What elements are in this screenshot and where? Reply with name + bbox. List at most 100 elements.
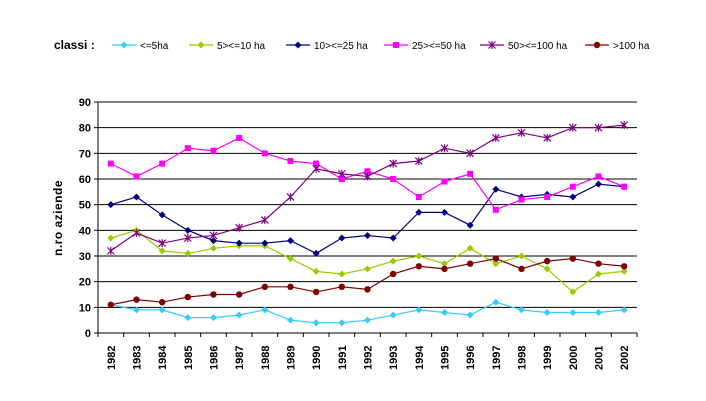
y-tick-label: 60 [79,174,91,186]
series-2 [107,180,628,257]
legend-title: classi : [54,38,95,52]
x-tick-label: 1991 [337,346,349,370]
data-point [184,145,191,152]
legend-label: 5><=10 ha [217,41,266,52]
data-point [312,164,321,173]
data-point [492,260,500,268]
legend-swatch-marker [120,41,128,49]
data-point [620,306,628,314]
x-tick-label: 1993 [388,346,400,370]
data-point [518,306,525,314]
data-point [261,306,269,314]
legend-swatch-marker [488,41,496,49]
legend-item: <=5ha [112,41,169,52]
x-tick-label: 1994 [414,345,426,370]
data-point [441,208,448,216]
data-point [415,193,422,200]
data-point [492,185,500,193]
legend-label: 25><=50 ha [412,41,466,52]
data-point [620,121,629,130]
data-point [569,308,577,316]
legend-label: 50><=100 ha [508,41,568,52]
data-point [133,193,140,201]
data-point [595,270,602,278]
data-point [467,170,474,177]
data-point [184,293,192,301]
legend-swatch-marker [294,41,302,49]
data-point [620,263,628,270]
data-point [389,311,397,319]
legend-item: 10><=25 ha [286,41,368,52]
data-point [159,160,166,167]
data-point [466,149,475,158]
x-tick-label: 1986 [209,346,221,370]
data-point [287,237,294,245]
data-point [491,133,500,142]
data-point [338,270,346,278]
data-point [338,176,345,182]
data-point [312,288,320,296]
series-5 [107,255,628,308]
data-point [389,159,398,168]
data-point [544,193,551,200]
data-point [543,308,551,316]
data-point [492,298,500,306]
data-point [389,234,397,242]
data-point [543,257,551,265]
data-point [441,265,448,273]
y-tick-label: 30 [79,251,91,263]
data-point [466,311,474,319]
data-point [595,180,602,188]
data-point [235,291,243,298]
data-point [517,128,526,137]
data-point [158,299,166,306]
data-point [466,260,474,267]
data-point [236,134,243,141]
data-point [620,267,628,275]
data-point [235,223,244,232]
data-point [415,306,423,314]
data-point [158,306,166,314]
data-point [364,265,371,273]
data-point [595,308,602,316]
data-point [415,208,423,216]
x-tick-label: 1998 [517,346,529,370]
x-tick-label: 2000 [568,346,580,370]
data-point [338,283,346,290]
legend-swatch-marker [393,42,399,48]
data-point [184,226,192,234]
x-tick-label: 1999 [542,346,554,370]
data-point [466,244,474,252]
data-point [183,234,192,243]
data-point [286,192,295,201]
y-tick-label: 10 [79,302,91,314]
data-point [543,265,551,273]
data-point [569,193,577,201]
y-axis-label: n.ro aziende [51,180,65,256]
data-point [441,178,448,185]
y-tick-label: 0 [85,328,91,340]
x-tick-label: 2001 [594,346,606,370]
data-point [287,158,294,165]
data-point [337,169,346,178]
data-point [287,283,294,290]
data-point [312,267,320,275]
legend-item: 5><=10 ha [189,41,266,52]
data-point [132,228,141,237]
data-point [364,286,371,293]
data-point [621,183,628,190]
x-tick-label: 2002 [619,346,631,370]
data-point [518,265,525,273]
series-4 [106,121,629,255]
x-tick-label: 1988 [260,346,272,370]
data-point [133,173,140,180]
series-0 [107,298,628,327]
series-group [106,121,629,327]
y-ticks: 0 10 20 30 40 50 60 70 80 90 [79,97,98,340]
data-point [568,123,577,132]
data-point [415,263,423,270]
data-point [492,255,500,262]
data-point [209,231,218,240]
data-point [415,252,423,260]
data-point [107,160,114,167]
